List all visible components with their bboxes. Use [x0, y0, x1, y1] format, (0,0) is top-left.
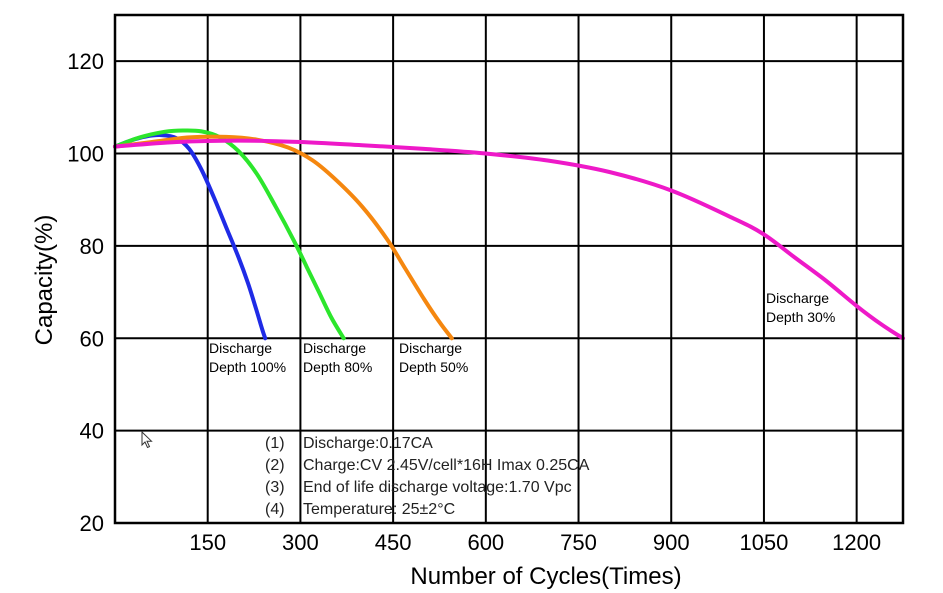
note-text-3: End of life discharge voltage:1.70 Vpc [303, 479, 572, 496]
x-tick-label-1050: 1050 [739, 530, 788, 555]
tick-labels: 150 300 450 600 750 900 1050 1200 20 40 60 80 100 120 [67, 49, 881, 555]
annotation-1-line-2: Depth 100% [209, 359, 286, 375]
x-tick-label-600: 600 [467, 530, 504, 555]
series-line-4 [113, 138, 905, 341]
annotation-4-line-2: Depth 30% [766, 309, 835, 325]
note-text-4: Temperature: 25±2°C [303, 501, 455, 518]
series-line-1 [113, 133, 268, 341]
x-tick-label-1200: 1200 [832, 530, 881, 555]
annotation-2-line-2: Depth 80% [303, 359, 372, 375]
series-lines [113, 128, 905, 341]
y-tick-label-80: 80 [80, 234, 104, 259]
series-annotations: Discharge Depth 100% Discharge Depth 80% Dis… [209, 290, 835, 375]
grid-lines [115, 15, 903, 523]
x-tick-label-300: 300 [282, 530, 319, 555]
x-tick-label-450: 450 [375, 530, 412, 555]
y-axis-title: Capacity(%) [31, 215, 58, 346]
mouse-pointer-icon [141, 431, 153, 449]
series-line-3 [113, 134, 454, 341]
note-number-4: (4) [265, 501, 285, 518]
y-tick-label-60: 60 [80, 326, 104, 351]
test-conditions-notes: (1) Discharge:0.17CA (2) Charge:CV 2.45V/ce… [265, 435, 590, 518]
annotation-3-line-2: Depth 50% [399, 359, 468, 375]
x-tick-label-750: 750 [560, 530, 597, 555]
note-text-1: Discharge:0.17CA [303, 435, 433, 452]
y-tick-label-20: 20 [80, 511, 104, 536]
annotation-1-line-1: Discharge [209, 340, 272, 356]
x-axis-title: Number of Cycles(Times) [410, 563, 681, 590]
note-number-1: (1) [265, 435, 285, 452]
annotation-2-line-1: Discharge [303, 340, 366, 356]
y-tick-label-40: 40 [80, 419, 104, 444]
note-number-3: (3) [265, 479, 285, 496]
plot-frame [113, 13, 905, 525]
x-tick-label-900: 900 [653, 530, 690, 555]
series-line-2 [113, 128, 346, 341]
annotation-3-line-1: Discharge [399, 340, 462, 356]
annotation-4-line-1: Discharge [766, 290, 829, 306]
x-tick-label-150: 150 [189, 530, 226, 555]
y-tick-label-100: 100 [67, 142, 104, 167]
note-number-2: (2) [265, 457, 285, 474]
note-text-2: Charge:CV 2.45V/cell*16H Imax 0.25CA [303, 457, 590, 474]
y-tick-label-120: 120 [67, 49, 104, 74]
